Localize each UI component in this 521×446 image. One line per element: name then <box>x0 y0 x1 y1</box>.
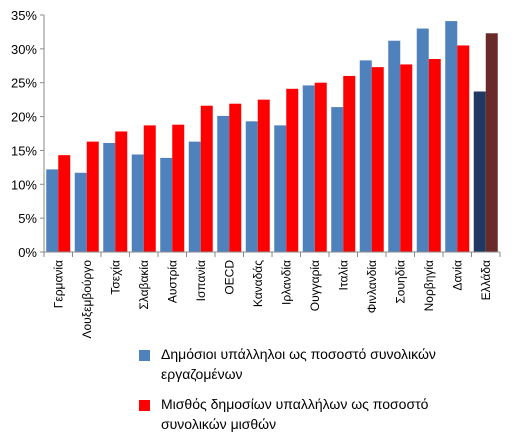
bar-salaries <box>172 124 185 252</box>
y-tick-label: 0% <box>18 245 37 260</box>
bar-salaries <box>428 59 441 253</box>
x-tick-label: Ιρλανδία <box>279 260 293 305</box>
bar-salaries <box>314 82 327 252</box>
bar-salaries <box>229 103 242 252</box>
bar-employees <box>473 91 486 252</box>
bar-employees <box>245 121 258 252</box>
bar-salaries <box>143 125 156 252</box>
bar-employees <box>103 142 116 252</box>
bar-employees <box>331 107 344 252</box>
bar-employees <box>359 60 372 252</box>
legend-label-employees: Δημόσιοι υπάλληλοι ως ποσοστό συνολικών … <box>161 346 436 382</box>
bar-salaries <box>200 105 213 252</box>
bar-employees <box>217 115 230 252</box>
bar-salaries <box>371 67 384 252</box>
bar-salaries <box>257 99 270 253</box>
bar-employees <box>46 169 59 252</box>
bar-employees <box>188 141 201 252</box>
bar-employees <box>131 154 144 252</box>
x-tick-label: Σουηδία <box>393 260 407 304</box>
legend: Δημόσιοι υπάλληλοι ως ποσοστό συνολικών … <box>139 344 439 444</box>
y-tick-label: 30% <box>11 42 37 57</box>
bar-employees <box>388 40 401 252</box>
x-tick-label: Νορβηγία <box>422 260 436 311</box>
x-tick-label: Φινλανδία <box>365 260 379 313</box>
y-tick-label: 25% <box>11 76 37 91</box>
y-tick-label: 35% <box>11 8 37 23</box>
bar-salaries <box>115 131 128 252</box>
bar-employees <box>302 85 315 253</box>
legend-item-salaries: Μισθός δημοσίων υπαλλήλων ως ποσοστό συν… <box>139 394 439 434</box>
bar-employees <box>416 28 429 252</box>
x-tick-label: Αυστρία <box>165 260 179 303</box>
y-tick-label: 5% <box>18 211 37 226</box>
x-tick-label: Ουγγαρία <box>308 260 322 311</box>
bar-employees <box>445 21 458 253</box>
x-tick-label: Σλαβακία <box>137 260 151 310</box>
bar-salaries <box>457 45 470 252</box>
y-tick-label: 15% <box>11 143 37 158</box>
x-tick-label: Γερμανία <box>51 260 65 308</box>
x-tick-label: Ελλάδα <box>479 260 493 300</box>
bar-employees <box>74 172 87 252</box>
bar-salaries <box>343 75 356 252</box>
x-tick-label: Ιταλία <box>336 260 350 291</box>
x-tick-label: Λουξεμβούργο <box>80 260 94 339</box>
legend-swatch-salaries <box>139 400 150 411</box>
x-tick-label: Καναδάς <box>251 260 265 307</box>
bar-salaries <box>58 155 71 252</box>
y-tick-label: 10% <box>11 177 37 192</box>
legend-item-employees: Δημόσιοι υπάλληλοι ως ποσοστό συνολικών … <box>139 344 439 384</box>
bar-salaries <box>400 64 413 252</box>
legend-label-salaries: Μισθός δημοσίων υπαλλήλων ως ποσοστό συν… <box>161 396 429 432</box>
bar-employees <box>274 125 287 252</box>
y-tick-label: 20% <box>11 110 37 125</box>
bar-salaries <box>286 88 299 253</box>
x-tick-label: Δανία <box>450 260 464 291</box>
bar-salaries <box>86 141 99 252</box>
x-tick-label: OECD <box>222 260 236 295</box>
legend-swatch-employees <box>139 350 150 361</box>
bar-salaries <box>485 33 498 253</box>
x-tick-label: Ισπανία <box>194 260 208 301</box>
bar-employees <box>160 157 173 252</box>
x-tick-label: Τσεχία <box>108 260 122 295</box>
